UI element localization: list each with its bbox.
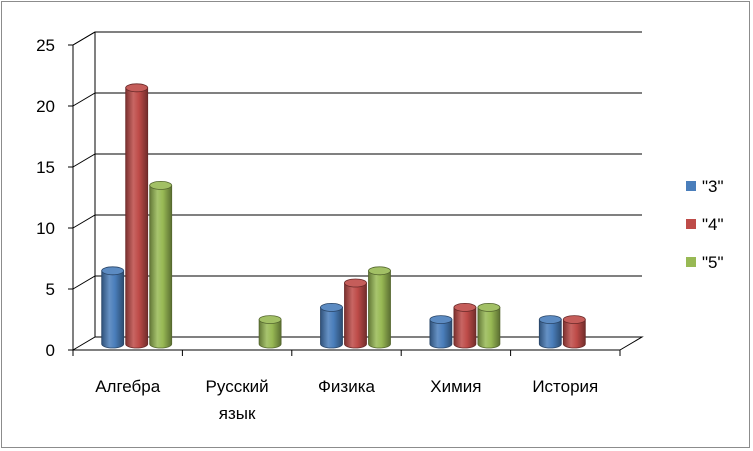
legend-item: "5" <box>686 253 724 272</box>
bar <box>429 315 453 349</box>
legend-label: "3" <box>702 177 724 196</box>
bar <box>368 266 391 349</box>
bars <box>101 83 586 349</box>
bar <box>477 302 501 349</box>
category-label: История <box>532 377 598 396</box>
y-axis-top-edge <box>72 31 96 46</box>
bar <box>101 266 125 349</box>
bar <box>125 83 149 349</box>
chart-walls <box>95 32 642 337</box>
bar <box>149 180 173 349</box>
y-tick-label: 0 <box>46 341 55 360</box>
y-tick-labels: 0 5 10 15 20 25 <box>36 36 55 360</box>
category-labels: Алгебра Русский язык Физика Химия История <box>95 377 598 423</box>
category-label: Русский язык <box>206 377 269 423</box>
legend-label: "4" <box>702 215 724 234</box>
y-tick-label: 25 <box>36 36 55 55</box>
legend-item: "3" <box>686 177 724 196</box>
bar <box>258 315 282 349</box>
bar <box>344 278 367 349</box>
y-tick-label: 15 <box>36 158 55 177</box>
bar <box>562 315 586 349</box>
bar <box>453 302 477 349</box>
legend-item: "4" <box>686 215 724 234</box>
y-tick-label: 20 <box>36 97 55 116</box>
legend-swatch <box>686 219 696 229</box>
legend-swatch <box>686 257 696 267</box>
bar <box>538 315 562 349</box>
category-label: Алгебра <box>95 377 161 396</box>
legend-label: "5" <box>702 253 724 272</box>
back-wall <box>95 32 642 337</box>
y-tick-label: 10 <box>36 219 55 238</box>
category-label: Физика <box>318 377 376 396</box>
legend-swatch <box>686 181 696 191</box>
legend: "3" "4" "5" <box>686 177 724 272</box>
bar <box>320 302 343 349</box>
category-label: Химия <box>430 377 481 396</box>
y-tick-label: 5 <box>46 280 55 299</box>
